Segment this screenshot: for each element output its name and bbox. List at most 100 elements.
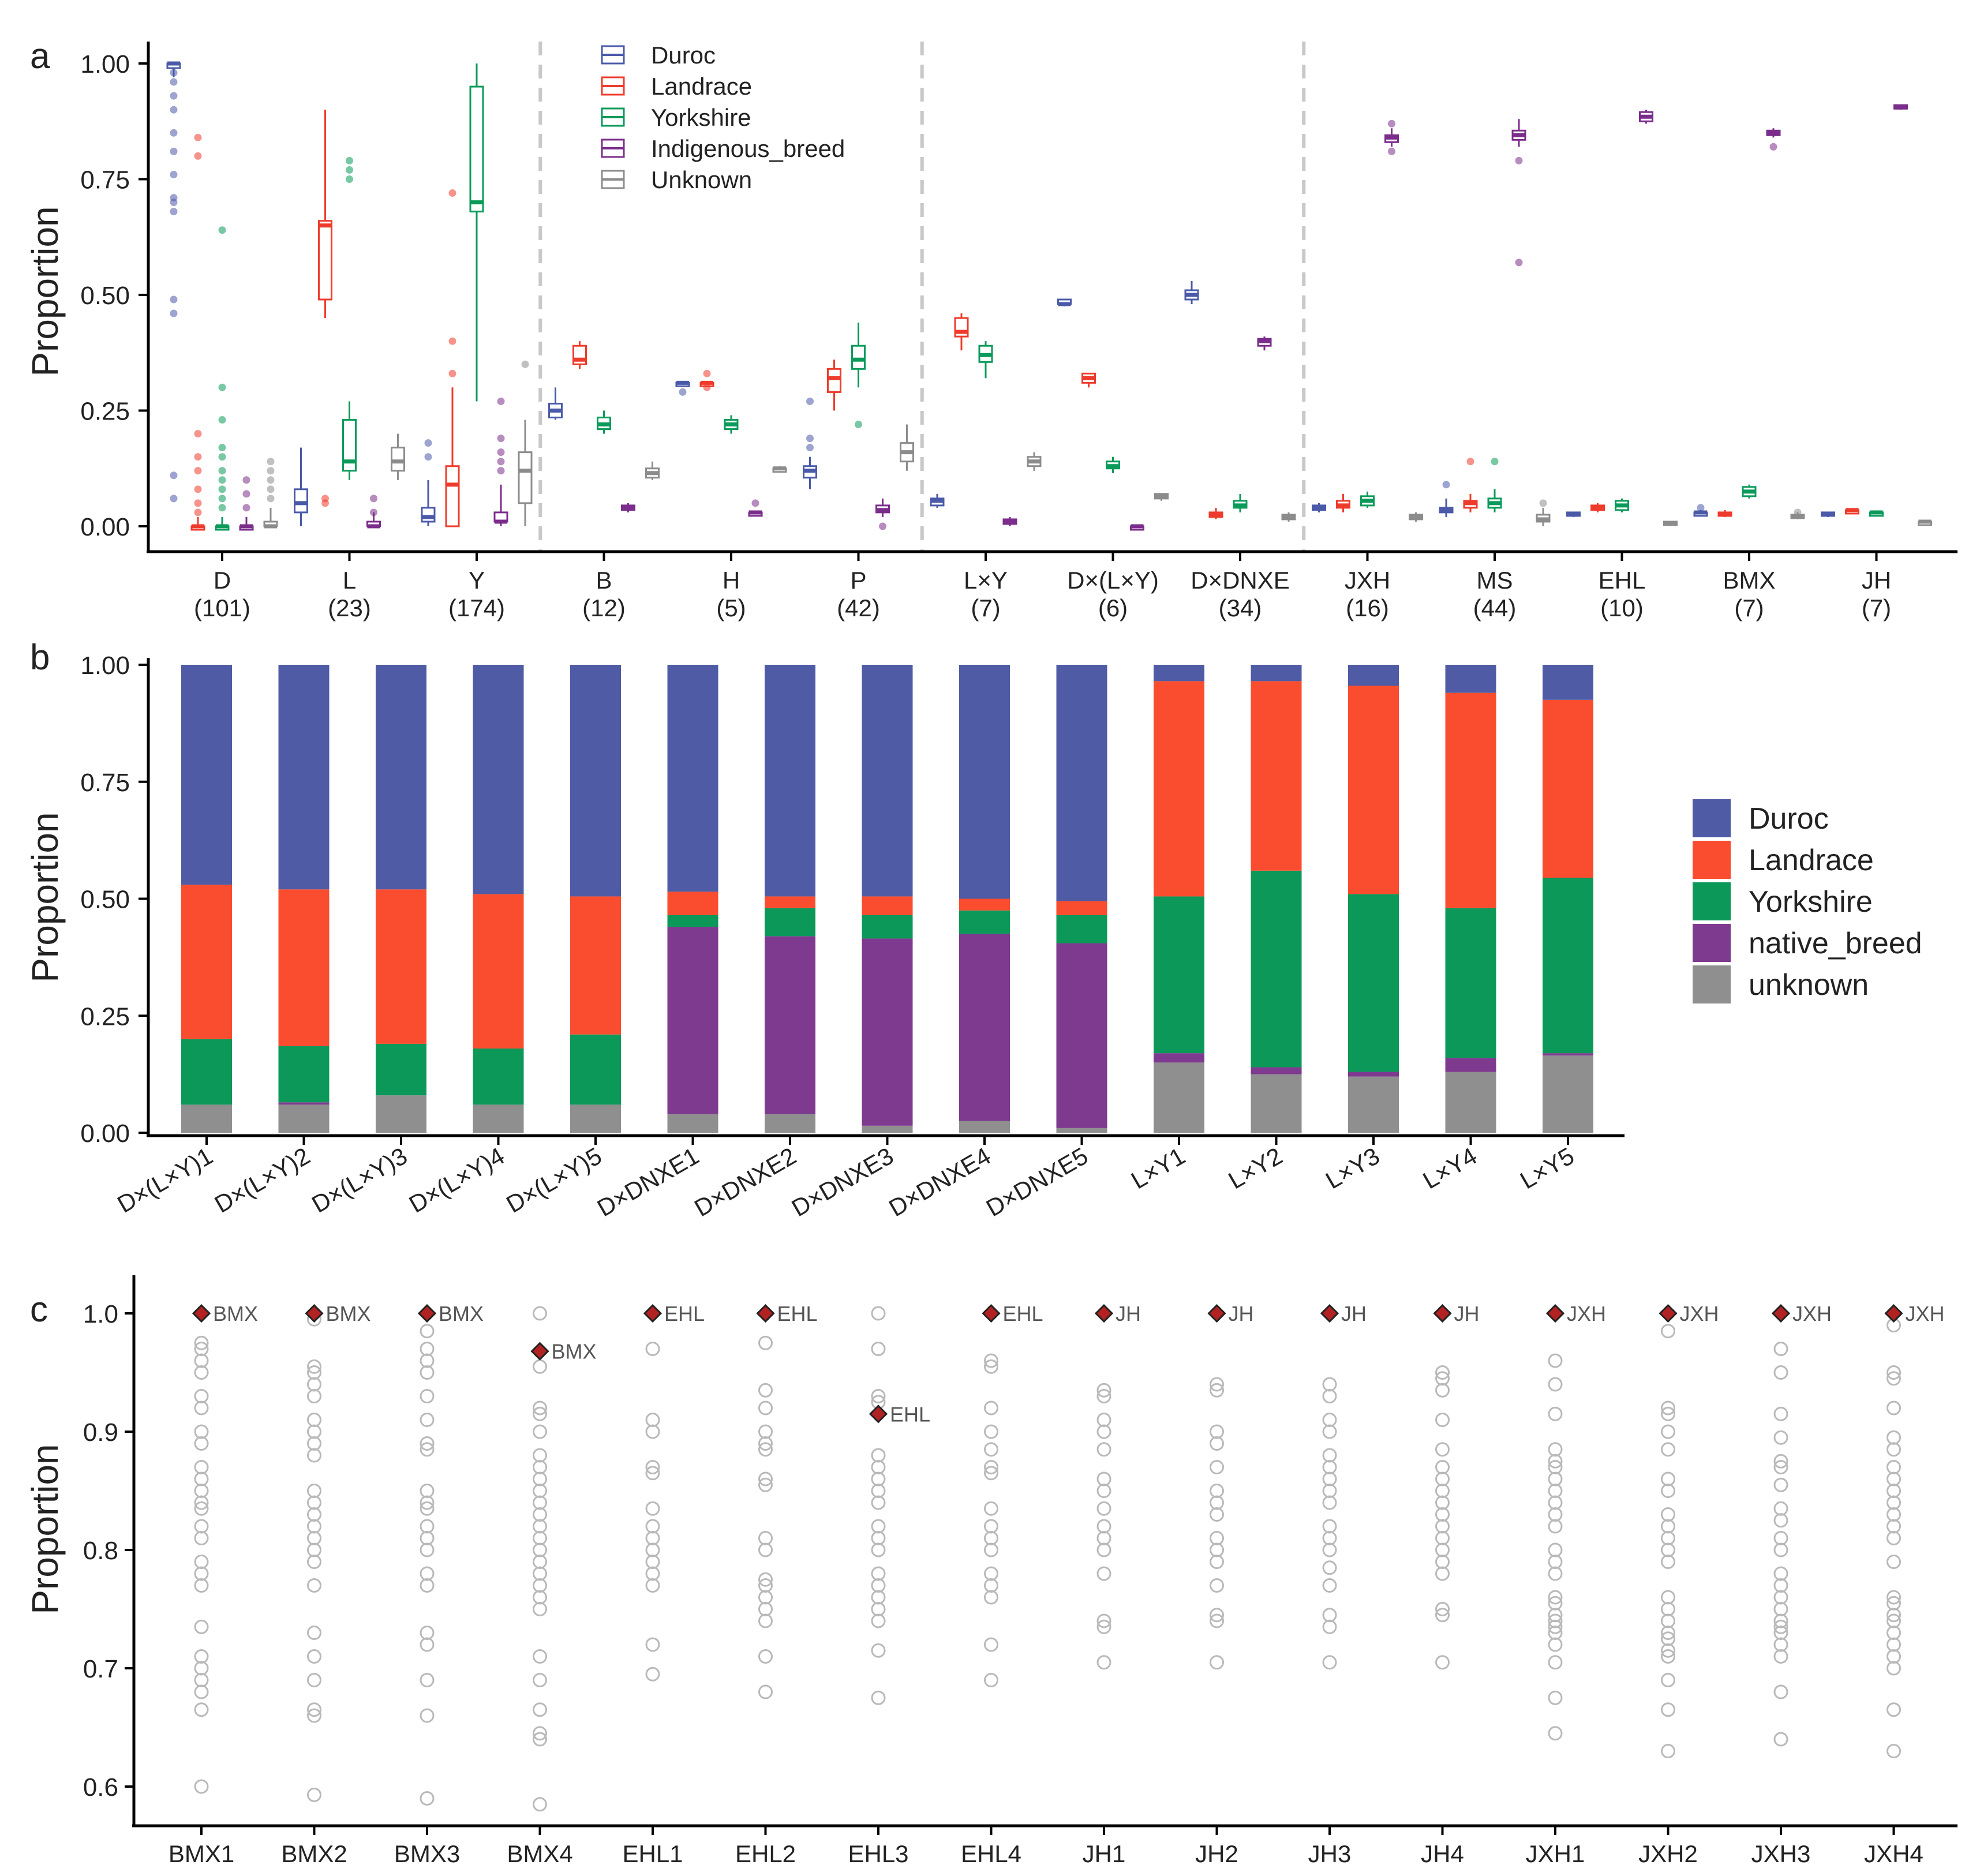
panel-b-bar-segment-unknown (1348, 1076, 1399, 1133)
panel-c-point (1210, 1460, 1224, 1474)
panel-c-x-label: BMX4 (507, 1840, 572, 1867)
panel-c-point (1887, 1401, 1901, 1416)
panel-c-point (758, 1442, 773, 1457)
panel-a-x-label: JXH (1345, 567, 1390, 594)
panel-a-outlier (370, 508, 377, 516)
panel-b-bar-segment-unknown (181, 1104, 232, 1133)
panel-a-outlier (194, 152, 202, 160)
panel-c-point (194, 1779, 209, 1794)
panel-c-point (1435, 1413, 1450, 1427)
panel-b-bar-segment-unknown (667, 1114, 718, 1133)
panel-b-bar-segment-landrace (1543, 699, 1593, 878)
panel-c-point (1322, 1495, 1337, 1510)
panel-c-highlight-label: JH (1229, 1302, 1254, 1325)
panel-c-highlight-marker (756, 1304, 775, 1323)
panel-b-bar-segment-duroc (959, 665, 1010, 899)
panel-c-point (1096, 1501, 1111, 1516)
panel-a-outlier (703, 383, 711, 391)
panel-c-point (420, 1708, 435, 1723)
panel-a-outlier (521, 360, 529, 368)
panel-a-x-count: (6) (1098, 594, 1128, 621)
panel-c-x-label: BMX2 (281, 1840, 347, 1867)
panel-c-point (984, 1590, 998, 1605)
panel-c-point (307, 1787, 321, 1802)
panel-b-y-tick-label: 0.50 (80, 886, 130, 914)
panel-c-point (1773, 1365, 1788, 1380)
panel-a-x-count: (10) (1600, 594, 1644, 621)
panel-c-y-tick-label: 0.9 (83, 1418, 118, 1447)
panel-a-outlier (424, 439, 432, 447)
panel-b-bar-segment-yorkshire (667, 915, 718, 927)
panel-a-outlier (170, 78, 178, 86)
panel-c-point (1773, 1732, 1788, 1747)
panel-b-bar-segment-landrace (765, 896, 815, 908)
panel-c-highlight-label: JXH (1906, 1302, 1945, 1325)
panel-b-bar-segment-duroc (1056, 665, 1107, 901)
panel-c-point (984, 1353, 998, 1368)
panel-b-bar-segment-native_breed (1445, 1058, 1496, 1072)
panel-c-point (1887, 1702, 1901, 1717)
panel-c-point (420, 1578, 435, 1593)
panel-b-bar-segment-duroc (1251, 665, 1302, 681)
panel-b-bar-segment-landrace (959, 898, 1010, 911)
panel-c-point (645, 1667, 660, 1682)
panel-a-legend-label: Indigenous_breed (651, 135, 845, 162)
panel-c-highlight-marker (1320, 1304, 1339, 1323)
panel-b-legend-swatch (1693, 799, 1731, 837)
panel-c-letter: c (30, 1290, 48, 1330)
panel-c-point (1548, 1406, 1563, 1421)
panel-b-bar-segment-native_breed (765, 936, 815, 1114)
panel-a-outlier (1794, 508, 1802, 516)
panel-b-y-axis: 0.00 0.25 0.50 0.75 1.00 (80, 651, 148, 1148)
panel-a-box (294, 488, 308, 514)
panel-c-points (194, 1306, 1901, 1812)
panel-c-point (1548, 1454, 1563, 1469)
panel-c-highlight-marker (1094, 1304, 1114, 1323)
panel-c-point (1210, 1655, 1224, 1670)
panel-a-outlier (448, 189, 456, 197)
panel-b-bar-segment-landrace (1154, 681, 1204, 897)
panel-b-bar-segment-yorkshire (1056, 915, 1107, 943)
panel-b-legend-label: unknown (1749, 968, 1869, 1002)
panel-c-point (194, 1684, 209, 1699)
panel-a-y-tick-label: 1.00 (80, 50, 130, 78)
panel-b-bar-segment-unknown (570, 1104, 621, 1133)
panel-c-point (1661, 1649, 1675, 1664)
panel-b-bar-segment-duroc (765, 665, 815, 897)
panel-a-x-count: (34) (1219, 594, 1262, 621)
panel-c-point (758, 1436, 773, 1451)
panel-b-bar-segment-unknown (376, 1095, 426, 1133)
panel-c-point (758, 1649, 773, 1664)
panel-b-bar-segment-yorkshire (1251, 870, 1302, 1068)
panel-c-point (984, 1542, 998, 1557)
panel-a-x-label: L×Y (964, 567, 1008, 594)
panel-a-outlier (218, 495, 226, 503)
panel-c-point (533, 1673, 547, 1687)
panel-c-point (307, 1708, 321, 1723)
panel-c-point (1210, 1377, 1224, 1392)
panel-c-point (1322, 1560, 1337, 1575)
panel-a-outlier (267, 476, 275, 484)
panel-b-legend: Duroc Landrace Yorkshire native_breedunknow… (1693, 799, 1922, 1003)
panel-a-outlier (170, 129, 178, 137)
panel-c-x-label: EHL2 (735, 1840, 796, 1867)
panel-b-bar-segment-duroc (1543, 665, 1593, 700)
panel-b-bar-segment-duroc (667, 665, 718, 892)
panel-a-outlier (1769, 143, 1777, 151)
panel-c-x-axis: BMX1 BMX2 BMX3 BMX4 EHL1 EHL2 EHL3 EHL4 JH1 JH2 JH… (169, 1826, 1923, 1867)
panel-c-point (307, 1555, 321, 1569)
panel-b-bar-segment-yorkshire (862, 915, 913, 939)
panel-c-point (420, 1436, 435, 1451)
panel-c-highlight-label: EHL (664, 1302, 705, 1325)
panel-c-point (533, 1406, 547, 1421)
panel-c-point (307, 1626, 321, 1640)
panel-a-outlier (267, 467, 275, 475)
panel-c-point (1210, 1578, 1224, 1593)
panel-a-x-count: (174) (448, 594, 505, 621)
panel-c-point (194, 1619, 209, 1634)
panel-b-bar-segment-native_breed (1348, 1072, 1399, 1077)
panel-b-bar-segment-yorkshire (765, 908, 815, 937)
panel-a-outlier (1515, 156, 1523, 164)
panel-a-outlier (194, 453, 202, 461)
